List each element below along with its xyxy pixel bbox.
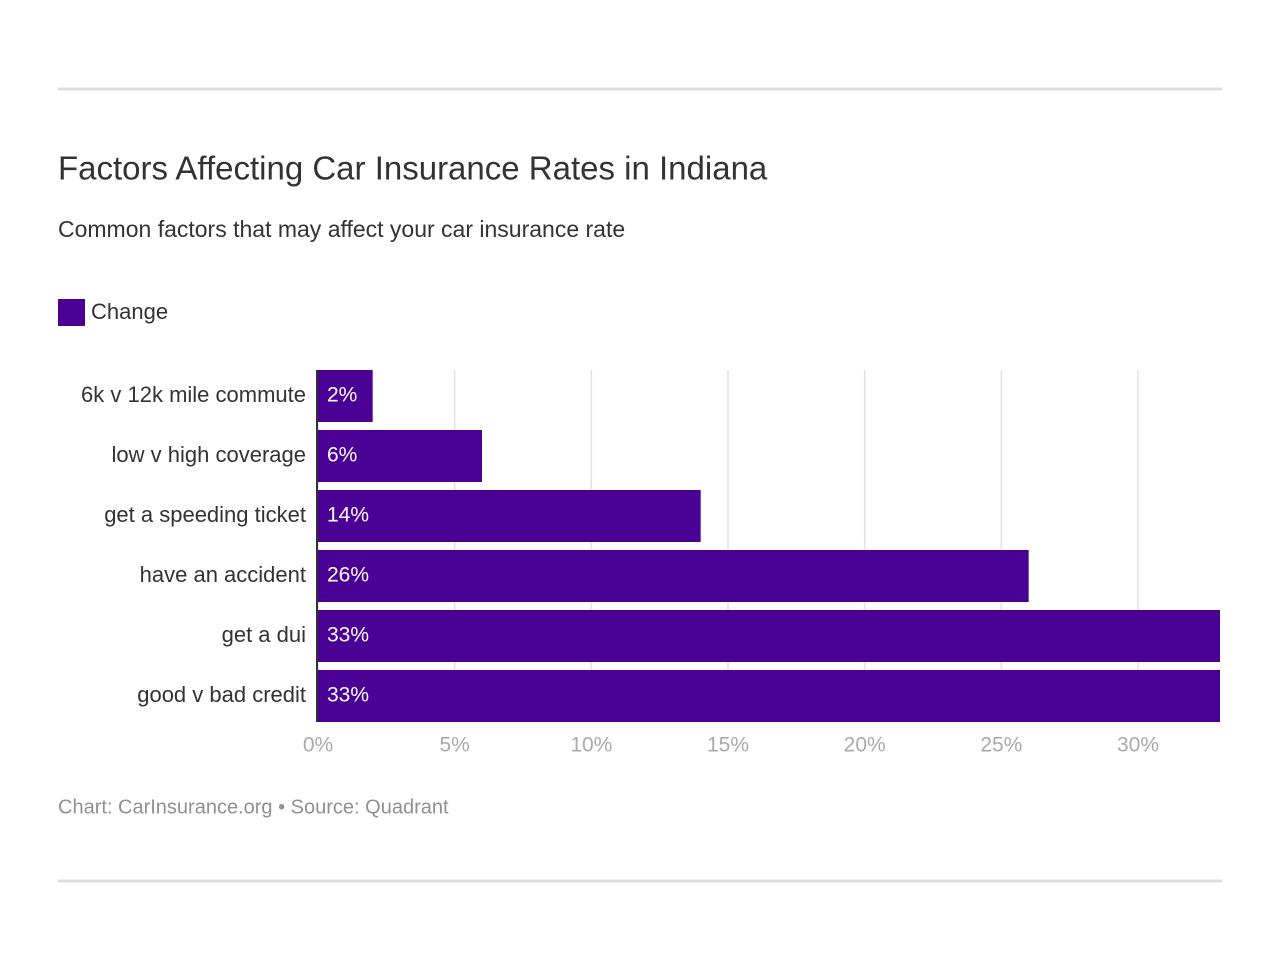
y-tick-label: get a speeding ticket bbox=[104, 502, 306, 527]
bar bbox=[318, 430, 482, 482]
y-tick-label: get a dui bbox=[222, 622, 306, 647]
x-tick-label: 20% bbox=[844, 734, 886, 757]
chart-subtitle: Common factors that may affect your car … bbox=[58, 216, 625, 242]
x-tick-label: 15% bbox=[707, 734, 749, 757]
x-tick-label: 25% bbox=[980, 734, 1022, 757]
value-label: 26% bbox=[327, 564, 369, 587]
value-label: 2% bbox=[327, 384, 357, 407]
legend-swatch bbox=[58, 299, 85, 326]
value-label: 33% bbox=[327, 624, 369, 647]
y-tick-label: 6k v 12k mile commute bbox=[81, 382, 306, 407]
value-label: 6% bbox=[327, 444, 357, 467]
legend-label: Change bbox=[91, 299, 168, 324]
bar bbox=[318, 670, 1220, 722]
x-tick-label: 5% bbox=[439, 734, 469, 757]
x-tick-label: 0% bbox=[303, 734, 333, 757]
bar bbox=[318, 610, 1220, 662]
y-tick-label: low v high coverage bbox=[112, 442, 306, 467]
y-tick-label: have an accident bbox=[140, 562, 306, 587]
bar bbox=[318, 550, 1029, 602]
value-label: 14% bbox=[327, 504, 369, 527]
x-tick-label: 10% bbox=[570, 734, 612, 757]
value-label: 33% bbox=[327, 684, 369, 707]
x-tick-label: 30% bbox=[1117, 734, 1159, 757]
chart-source: Chart: CarInsurance.org • Source: Quadra… bbox=[58, 796, 449, 818]
chart-title: Factors Affecting Car Insurance Rates in… bbox=[58, 150, 768, 187]
y-tick-label: good v bad credit bbox=[137, 682, 306, 707]
bar bbox=[318, 370, 373, 422]
bar bbox=[318, 490, 701, 542]
